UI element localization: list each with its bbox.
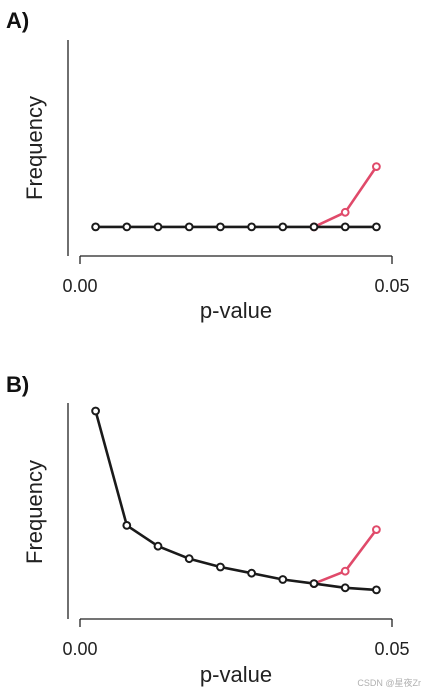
panel-b-x-tick-label-1: 0.05 — [374, 639, 409, 659]
panel-a-series-0-line — [313, 165, 378, 229]
panel-b-series-0-point — [372, 525, 381, 534]
panel-b-series-1-point — [184, 554, 194, 564]
panel-a-series-0-point — [340, 207, 350, 217]
panel-b-y-axis-title: Frequency — [22, 460, 47, 564]
panel-b-series-1-line — [94, 410, 377, 592]
panel-a: A) 0.00 0.05 p-value Frequency — [6, 8, 410, 323]
panel-a-series-1-point — [216, 222, 225, 232]
panel-b-series-1-point — [247, 568, 257, 578]
panel-a-x-tick-label-1: 0.05 — [374, 276, 409, 296]
panel-b-series-0-point — [340, 566, 350, 576]
panel-b: B) 0.00 0.05 p-value Frequency — [6, 372, 410, 687]
panel-a-series-1-point — [340, 222, 350, 232]
panel-b-series-1-point — [309, 579, 319, 588]
panel-b-x-tick-label-0: 0.00 — [62, 639, 97, 659]
panel-a-series-1-point — [247, 222, 257, 232]
panel-a-series-1-point — [184, 222, 194, 232]
panel-b-x-axis-title: p-value — [200, 662, 272, 687]
panel-a-series-1-point — [372, 222, 381, 232]
panel-a-series-0-point — [372, 162, 381, 172]
panel-a-series-1-point — [278, 222, 288, 232]
watermark: CSDN @星夜Zr — [357, 677, 421, 688]
panel-a-series-1-point — [122, 222, 132, 232]
panel-b-series-1-point — [372, 585, 381, 595]
panel-a-series-1-point — [91, 222, 100, 232]
panel-b-series-1-point — [122, 521, 132, 530]
panel-a-x-tick-label-0: 0.00 — [62, 276, 97, 296]
panel-a-y-axis-title: Frequency — [22, 96, 47, 200]
panel-a-label: A) — [6, 8, 29, 33]
panel-b-series-1-point — [340, 583, 350, 593]
panel-a-marks — [91, 162, 381, 232]
panel-b-label: B) — [6, 372, 29, 397]
panel-a-x-axis-title: p-value — [200, 298, 272, 323]
panel-a-series-1-point — [309, 222, 319, 232]
panel-b-series-1-point — [216, 562, 225, 572]
panel-b-series-1-point — [91, 406, 100, 416]
panel-b-series-1-point — [153, 541, 163, 551]
panel-b-marks — [91, 406, 381, 595]
panel-a-series-1-point — [153, 222, 163, 232]
panel-b-series-1-point — [278, 575, 288, 584]
